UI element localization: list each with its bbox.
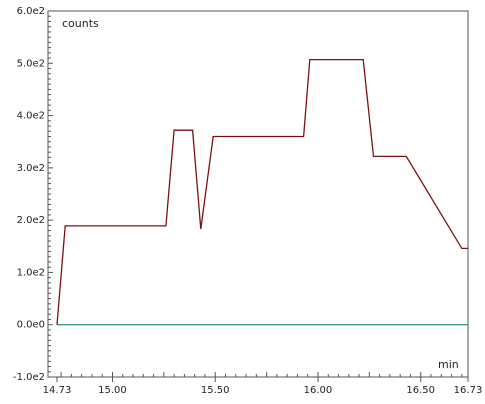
x-tick-label: 15.00 <box>98 385 127 396</box>
x-tick-label: 16.50 <box>406 385 435 396</box>
series-layer <box>56 58 468 326</box>
series-line-counts <box>56 58 468 325</box>
plot-frame <box>47 10 469 378</box>
x-tick-label: 16.00 <box>304 385 333 396</box>
y-tick-label: 3.0e2 <box>17 163 45 174</box>
x-tick-label: 14.73 <box>43 385 72 396</box>
y-tick-label: 1.0e2 <box>17 267 45 278</box>
y-axis-ticks: 6.0e2 5.0e2 4.0e2 3.0e2 2.0e2 1.0e2 0.0e0 -1.0e… <box>13 6 53 383</box>
y-tick-label: 6.0e2 <box>17 6 45 17</box>
y-axis-label: counts <box>62 17 99 30</box>
y-tick-label: 0.0e0 <box>17 320 45 331</box>
y-tick-label: 4.0e2 <box>17 111 45 122</box>
x-tick-label: 15.50 <box>201 385 230 396</box>
y-tick-label: 5.0e2 <box>17 58 45 69</box>
x-tick-label: 16.73 <box>454 385 483 396</box>
y-tick-label: 2.0e2 <box>17 215 45 226</box>
x-axis-ticks: 14.73 15.00 15.50 16.00 16.50 16.73 <box>43 372 483 396</box>
x-axis-label: min <box>438 358 459 371</box>
y-tick-label: -1.0e2 <box>13 372 45 383</box>
